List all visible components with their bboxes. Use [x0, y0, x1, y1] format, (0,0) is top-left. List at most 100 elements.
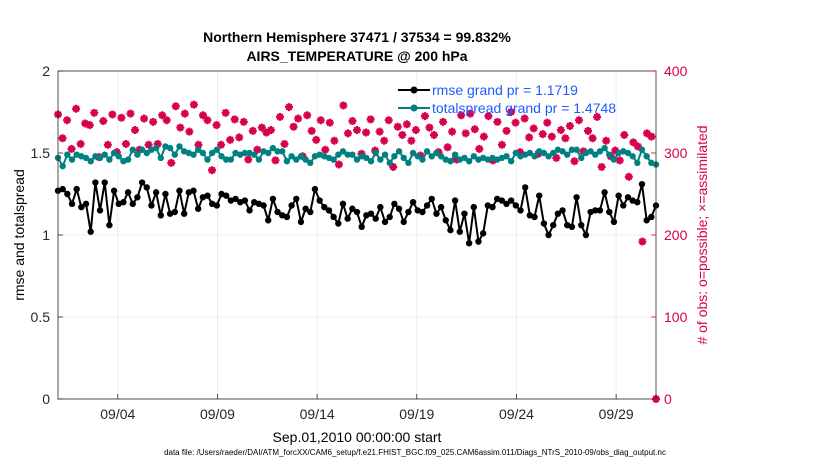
rmse-point	[143, 184, 150, 191]
totalspread-point	[96, 154, 104, 162]
totalspread-point	[381, 151, 389, 158]
totalspread-point	[190, 151, 197, 158]
rmse-point	[475, 238, 482, 245]
totalspread-point	[124, 156, 132, 163]
rmse-point	[517, 207, 524, 214]
rmse-point	[461, 210, 468, 217]
totalspread-point	[526, 149, 534, 157]
obs-point	[389, 162, 398, 171]
rmse-point	[419, 208, 426, 216]
rmse-point	[507, 197, 515, 204]
totalspread-point	[68, 156, 76, 163]
rmse-point	[260, 202, 267, 209]
rmse-point	[344, 215, 351, 222]
totalspread-point	[638, 146, 646, 153]
obs-point	[221, 108, 230, 117]
totalspread-point	[550, 149, 557, 157]
totalspread-point	[545, 153, 552, 160]
rmse-point	[194, 205, 202, 212]
rmse-point	[479, 230, 487, 237]
obs-point	[262, 128, 271, 137]
rmse-point	[283, 213, 291, 221]
chart-title-line2: AIRS_TEMPERATURE @ 200 hPa	[246, 48, 467, 64]
obs-point	[439, 117, 448, 126]
obs-point	[226, 135, 235, 144]
totalspread-point	[423, 148, 431, 155]
totalspread-point	[194, 146, 202, 153]
totalspread-point	[293, 156, 300, 163]
obs-point	[620, 130, 629, 139]
rmse-point	[615, 192, 622, 199]
totalspread-point	[377, 156, 384, 163]
totalspread-point	[400, 154, 407, 162]
totalspread-point	[101, 151, 108, 158]
totalspread-point	[129, 146, 136, 153]
rmse-point	[386, 213, 393, 221]
obs-point	[303, 111, 312, 120]
rmse-point	[171, 208, 178, 216]
x-tick-label: 09/24	[499, 406, 534, 422]
obs-point	[257, 123, 266, 132]
rmse-point	[129, 200, 136, 208]
obs-point	[239, 117, 248, 126]
obs-point	[466, 109, 475, 118]
totalspread-point	[437, 153, 445, 160]
rmse-point	[592, 207, 599, 214]
obs-point	[574, 116, 583, 125]
rmse-point	[554, 210, 562, 217]
totalspread-point	[222, 156, 230, 163]
totalspread-point	[507, 158, 515, 165]
y-right-tick-label: 0	[664, 391, 672, 407]
rmse-point	[110, 187, 118, 194]
totalspread-point	[255, 156, 263, 163]
rmse-point	[157, 212, 164, 219]
totalspread-point	[171, 151, 178, 158]
totalspread-point	[367, 158, 375, 165]
obs-point	[538, 130, 547, 139]
totalspread-point	[241, 149, 249, 157]
rmse-point	[176, 187, 183, 194]
obs-point	[117, 113, 126, 122]
totalspread-point	[395, 148, 403, 155]
obs-point	[475, 144, 484, 153]
y-left-tick-label: 0.5	[31, 309, 51, 325]
rmse-point	[624, 194, 632, 201]
rmse-point	[433, 210, 440, 217]
rmse-point	[232, 195, 239, 203]
obs-point	[420, 112, 429, 121]
rmse-point	[213, 202, 221, 209]
rmse-point	[241, 197, 249, 204]
totalspread-point	[391, 153, 398, 160]
obs-point	[198, 111, 207, 120]
obs-point	[584, 126, 593, 135]
totalspread-point	[564, 151, 571, 158]
rmse-point	[381, 218, 389, 226]
rmse-point	[124, 189, 132, 196]
rmse-point	[59, 185, 66, 193]
rmse-point	[162, 190, 169, 198]
obs-point	[561, 134, 570, 143]
obs-point	[543, 118, 552, 127]
totalspread-point	[629, 153, 636, 160]
y-axis-left-label: rmse and totalspread	[11, 169, 27, 301]
rmse-point	[643, 217, 650, 224]
y-right-tick-label: 400	[664, 63, 688, 79]
rmse-point	[82, 200, 90, 208]
obs-point	[624, 172, 633, 181]
legend-rmse-marker	[410, 86, 418, 94]
rmse-point	[106, 221, 113, 229]
totalspread-point	[134, 151, 141, 158]
obs-point	[144, 140, 153, 149]
obs-point	[479, 132, 488, 141]
rmse-point	[92, 179, 99, 186]
rmse-point	[559, 207, 566, 214]
rmse-point	[573, 194, 580, 201]
totalspread-point	[64, 151, 71, 158]
rmse-point	[73, 185, 80, 193]
obs-point	[330, 136, 339, 145]
totalspread-point	[204, 156, 211, 163]
totalspread-point	[157, 154, 164, 162]
rmse-point	[391, 200, 398, 208]
totalspread-point	[470, 153, 477, 160]
totalspread-point	[208, 149, 216, 157]
